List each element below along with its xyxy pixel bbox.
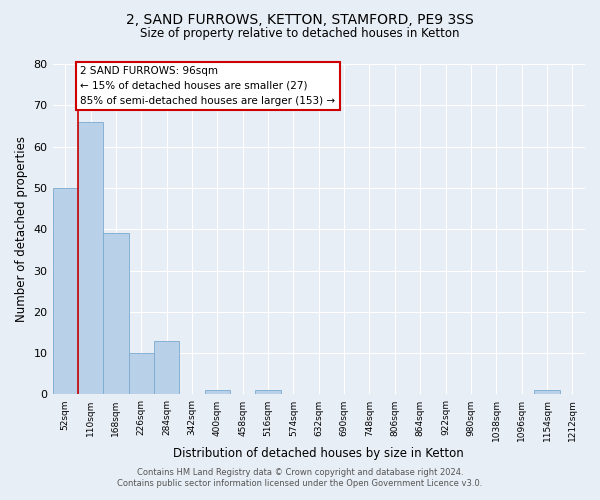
Text: 2, SAND FURROWS, KETTON, STAMFORD, PE9 3SS: 2, SAND FURROWS, KETTON, STAMFORD, PE9 3…	[126, 12, 474, 26]
X-axis label: Distribution of detached houses by size in Ketton: Distribution of detached houses by size …	[173, 447, 464, 460]
Bar	[78, 122, 103, 394]
Bar	[205, 390, 230, 394]
Bar	[256, 390, 281, 394]
Y-axis label: Number of detached properties: Number of detached properties	[15, 136, 28, 322]
Bar	[154, 341, 179, 394]
Text: 2 SAND FURROWS: 96sqm
← 15% of detached houses are smaller (27)
85% of semi-deta: 2 SAND FURROWS: 96sqm ← 15% of detached …	[80, 66, 335, 106]
Bar	[103, 234, 128, 394]
Bar	[534, 390, 560, 394]
Bar	[53, 188, 78, 394]
Text: Contains HM Land Registry data © Crown copyright and database right 2024.
Contai: Contains HM Land Registry data © Crown c…	[118, 468, 482, 487]
Text: Size of property relative to detached houses in Ketton: Size of property relative to detached ho…	[140, 28, 460, 40]
Bar	[128, 353, 154, 395]
